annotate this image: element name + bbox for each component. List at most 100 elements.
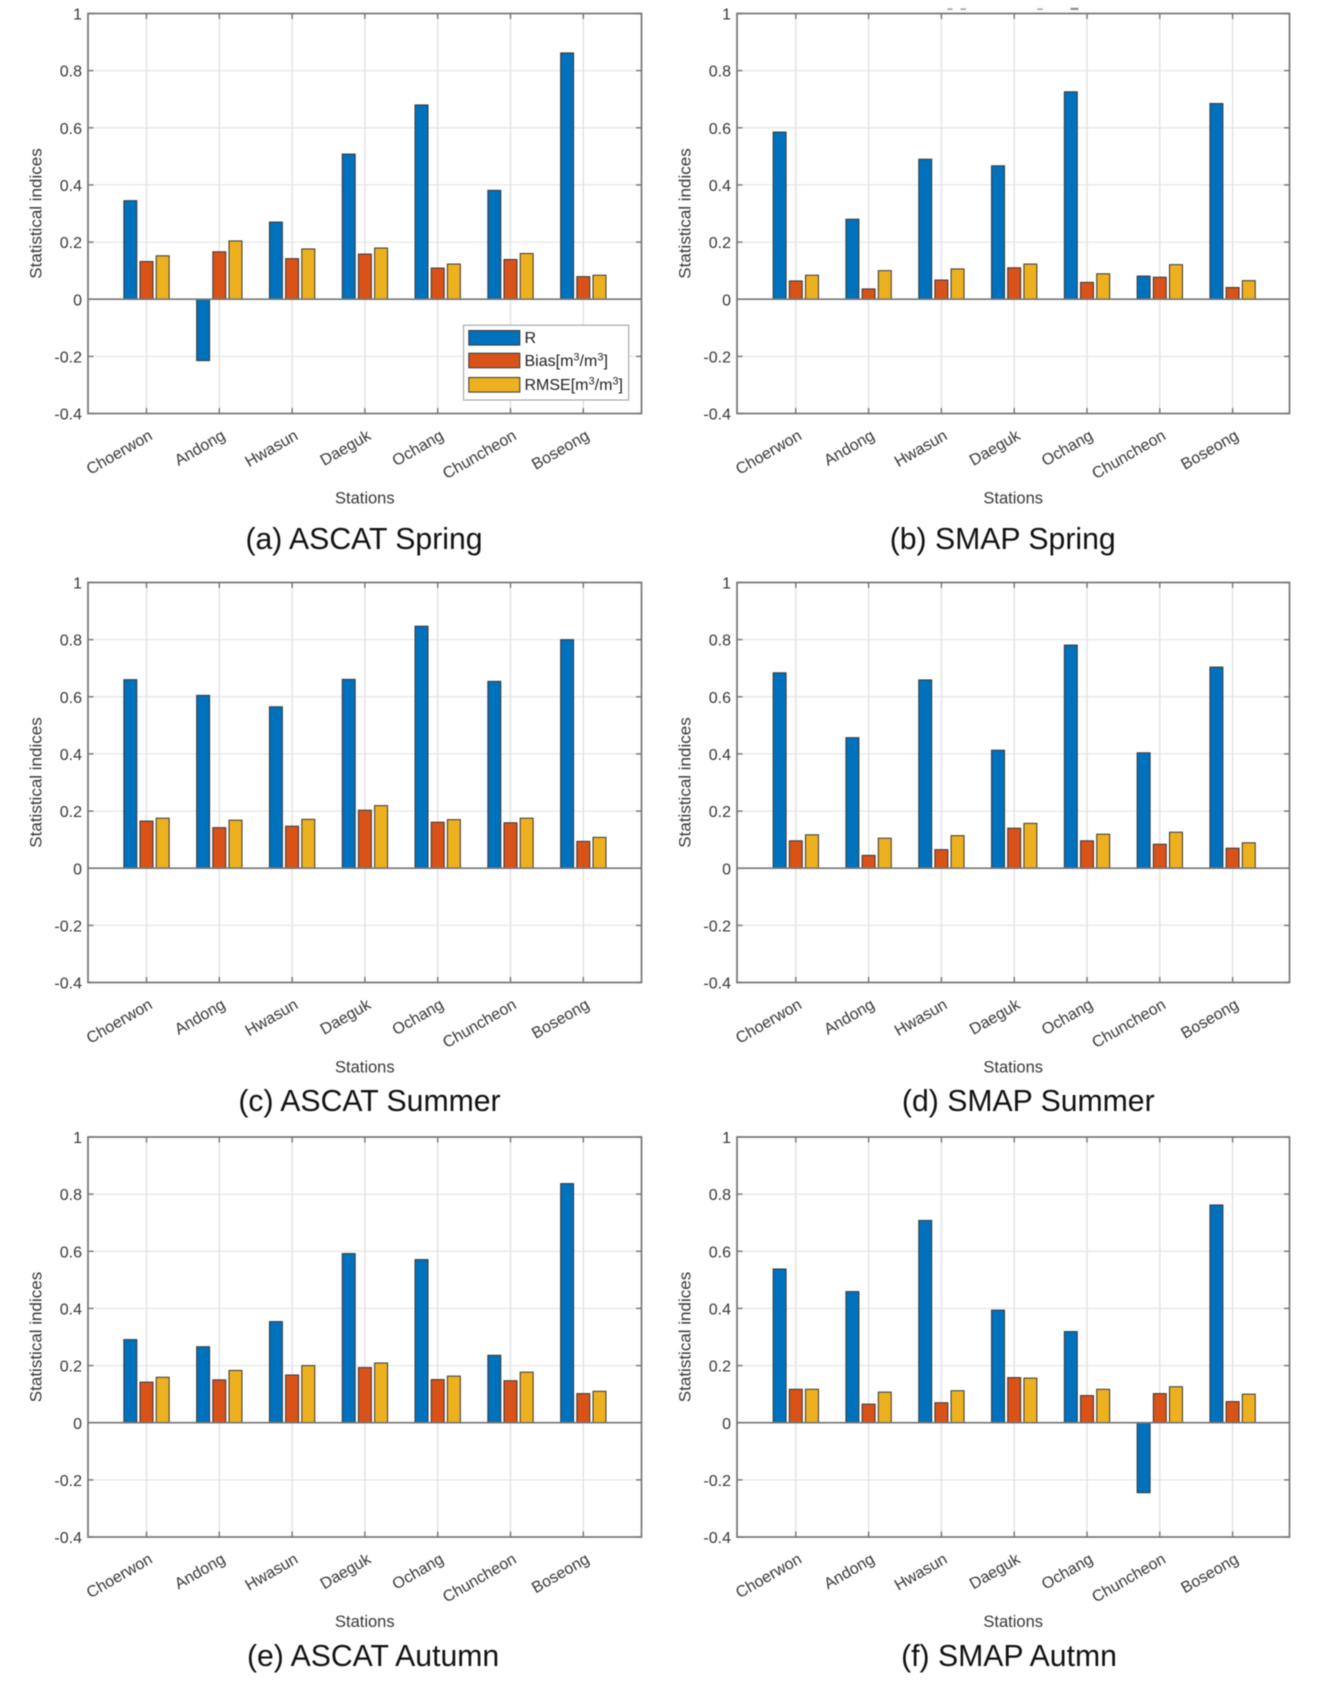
svg-text:Chuncheon: Chuncheon bbox=[440, 996, 519, 1052]
svg-text:(c) ASCAT Summer: (c) ASCAT Summer bbox=[238, 1085, 500, 1118]
svg-text:Statistical indices: Statistical indices bbox=[676, 148, 695, 278]
svg-text:0.4: 0.4 bbox=[709, 747, 731, 764]
svg-text:0.8: 0.8 bbox=[60, 1187, 82, 1204]
svg-text:-0.2: -0.2 bbox=[703, 350, 731, 367]
svg-text:Statistical indices: Statistical indices bbox=[676, 1272, 695, 1402]
svg-text:Choerwon: Choerwon bbox=[84, 996, 156, 1047]
svg-text:Choerwon: Choerwon bbox=[733, 1551, 805, 1602]
svg-text:Chuncheon: Chuncheon bbox=[1089, 996, 1168, 1052]
svg-text:0.2: 0.2 bbox=[709, 1359, 731, 1376]
svg-text:Chuncheon: Chuncheon bbox=[440, 427, 519, 483]
svg-text:0.4: 0.4 bbox=[709, 178, 731, 195]
svg-text:1: 1 bbox=[73, 7, 82, 24]
svg-text:Ochang: Ochang bbox=[1039, 1551, 1096, 1594]
svg-text:Statistical indices: Statistical indices bbox=[676, 717, 695, 847]
svg-text:0.6: 0.6 bbox=[60, 1244, 82, 1261]
svg-text:Hwasun: Hwasun bbox=[243, 427, 302, 471]
svg-text:0.8: 0.8 bbox=[709, 633, 731, 650]
svg-text:0: 0 bbox=[73, 1416, 82, 1433]
svg-text:-0.4: -0.4 bbox=[54, 407, 82, 424]
svg-text:Stations: Stations bbox=[983, 1613, 1043, 1631]
svg-text:(a) ASCAT Spring: (a) ASCAT Spring bbox=[245, 523, 482, 556]
svg-text:Ochang: Ochang bbox=[390, 427, 447, 470]
svg-text:(b) SMAP Spring: (b) SMAP Spring bbox=[890, 523, 1116, 556]
svg-text:Boseong: Boseong bbox=[1178, 427, 1241, 473]
svg-text:0.4: 0.4 bbox=[60, 747, 82, 764]
svg-text:-0.4: -0.4 bbox=[703, 976, 731, 993]
svg-text:Andong: Andong bbox=[172, 1551, 228, 1593]
svg-text:Stations: Stations bbox=[335, 490, 395, 508]
svg-text:0: 0 bbox=[722, 861, 731, 878]
svg-text:0.6: 0.6 bbox=[60, 690, 82, 707]
svg-text:(e) ASCAT Autumn: (e) ASCAT Autumn bbox=[247, 1640, 499, 1673]
svg-text:1: 1 bbox=[722, 7, 731, 24]
svg-text:-0.2: -0.2 bbox=[54, 1473, 82, 1490]
svg-text:Andong: Andong bbox=[821, 427, 877, 469]
svg-text:Statistical indices: Statistical indices bbox=[27, 717, 46, 847]
svg-text:Andong: Andong bbox=[821, 996, 877, 1038]
svg-text:0.4: 0.4 bbox=[60, 1302, 82, 1319]
svg-text:Chuncheon: Chuncheon bbox=[1089, 427, 1168, 483]
svg-text:0.8: 0.8 bbox=[709, 1187, 731, 1204]
svg-text:Bias[m3/m3]: Bias[m3/m3] bbox=[525, 351, 608, 370]
svg-text:0.8: 0.8 bbox=[60, 633, 82, 650]
svg-text:Andong: Andong bbox=[821, 1551, 877, 1593]
svg-text:0.2: 0.2 bbox=[60, 1359, 82, 1376]
svg-text:Boseong: Boseong bbox=[1178, 1551, 1241, 1597]
svg-text:Statistical indices: Statistical indices bbox=[27, 1272, 46, 1402]
svg-text:-0.4: -0.4 bbox=[703, 1530, 731, 1547]
svg-text:Stations: Stations bbox=[335, 1613, 395, 1631]
svg-text:Hwasun: Hwasun bbox=[892, 427, 951, 471]
svg-text:0.6: 0.6 bbox=[709, 690, 731, 707]
svg-text:1: 1 bbox=[73, 1130, 82, 1147]
svg-text:0: 0 bbox=[73, 292, 82, 309]
svg-text:Daeguk: Daeguk bbox=[967, 1550, 1024, 1593]
svg-text:Ochang: Ochang bbox=[1039, 427, 1096, 470]
svg-text:Boseong: Boseong bbox=[1178, 996, 1241, 1042]
svg-text:Boseong: Boseong bbox=[529, 1551, 592, 1597]
svg-text:Choerwon: Choerwon bbox=[733, 996, 805, 1047]
svg-text:Hwasun: Hwasun bbox=[892, 1551, 951, 1595]
svg-text:0.6: 0.6 bbox=[709, 121, 731, 138]
svg-text:Daeguk: Daeguk bbox=[318, 427, 375, 470]
svg-text:(f) SMAP Autmn: (f) SMAP Autmn bbox=[901, 1640, 1117, 1673]
svg-text:Stations: Stations bbox=[983, 1059, 1043, 1077]
svg-text:Daeguk: Daeguk bbox=[967, 427, 1024, 470]
svg-text:0.2: 0.2 bbox=[709, 235, 731, 252]
svg-text:Choerwon: Choerwon bbox=[733, 427, 805, 478]
svg-text:Boseong: Boseong bbox=[529, 427, 592, 473]
svg-text:0: 0 bbox=[722, 292, 731, 309]
svg-text:1: 1 bbox=[73, 576, 82, 593]
svg-text:0.2: 0.2 bbox=[709, 804, 731, 821]
svg-text:Choerwon: Choerwon bbox=[84, 1551, 156, 1602]
svg-text:R: R bbox=[525, 330, 537, 347]
svg-text:Daeguk: Daeguk bbox=[318, 1550, 375, 1593]
svg-text:Hwasun: Hwasun bbox=[892, 996, 951, 1040]
svg-text:0.6: 0.6 bbox=[60, 121, 82, 138]
svg-text:0.2: 0.2 bbox=[60, 804, 82, 821]
svg-text:-0.2: -0.2 bbox=[703, 919, 731, 936]
svg-text:Daeguk: Daeguk bbox=[967, 996, 1024, 1039]
svg-text:0: 0 bbox=[722, 1416, 731, 1433]
svg-text:-0.2: -0.2 bbox=[703, 1473, 731, 1490]
svg-text:0.8: 0.8 bbox=[60, 64, 82, 81]
svg-text:Choerwon: Choerwon bbox=[84, 427, 156, 478]
svg-text:Stations: Stations bbox=[335, 1059, 395, 1077]
svg-text:(d) SMAP Summer: (d) SMAP Summer bbox=[902, 1085, 1155, 1118]
svg-text:Ochang: Ochang bbox=[390, 996, 447, 1039]
svg-text:-0.4: -0.4 bbox=[54, 1530, 82, 1547]
svg-text:Hwasun: Hwasun bbox=[243, 996, 302, 1040]
svg-text:Ochang: Ochang bbox=[390, 1551, 447, 1594]
svg-text:-0.2: -0.2 bbox=[54, 350, 82, 367]
svg-text:Chuncheon: Chuncheon bbox=[440, 1551, 519, 1607]
svg-text:1: 1 bbox=[722, 576, 731, 593]
svg-text:Ochang: Ochang bbox=[1039, 996, 1096, 1039]
svg-text:-0.4: -0.4 bbox=[703, 407, 731, 424]
svg-text:-0.4: -0.4 bbox=[54, 976, 82, 993]
svg-text:0.4: 0.4 bbox=[60, 178, 82, 195]
svg-text:RMSE[m3/m3]: RMSE[m3/m3] bbox=[525, 376, 623, 395]
svg-text:Daeguk: Daeguk bbox=[318, 996, 375, 1039]
svg-text:0.4: 0.4 bbox=[709, 1302, 731, 1319]
svg-text:1: 1 bbox=[722, 1130, 731, 1147]
svg-text:-0.2: -0.2 bbox=[54, 919, 82, 936]
